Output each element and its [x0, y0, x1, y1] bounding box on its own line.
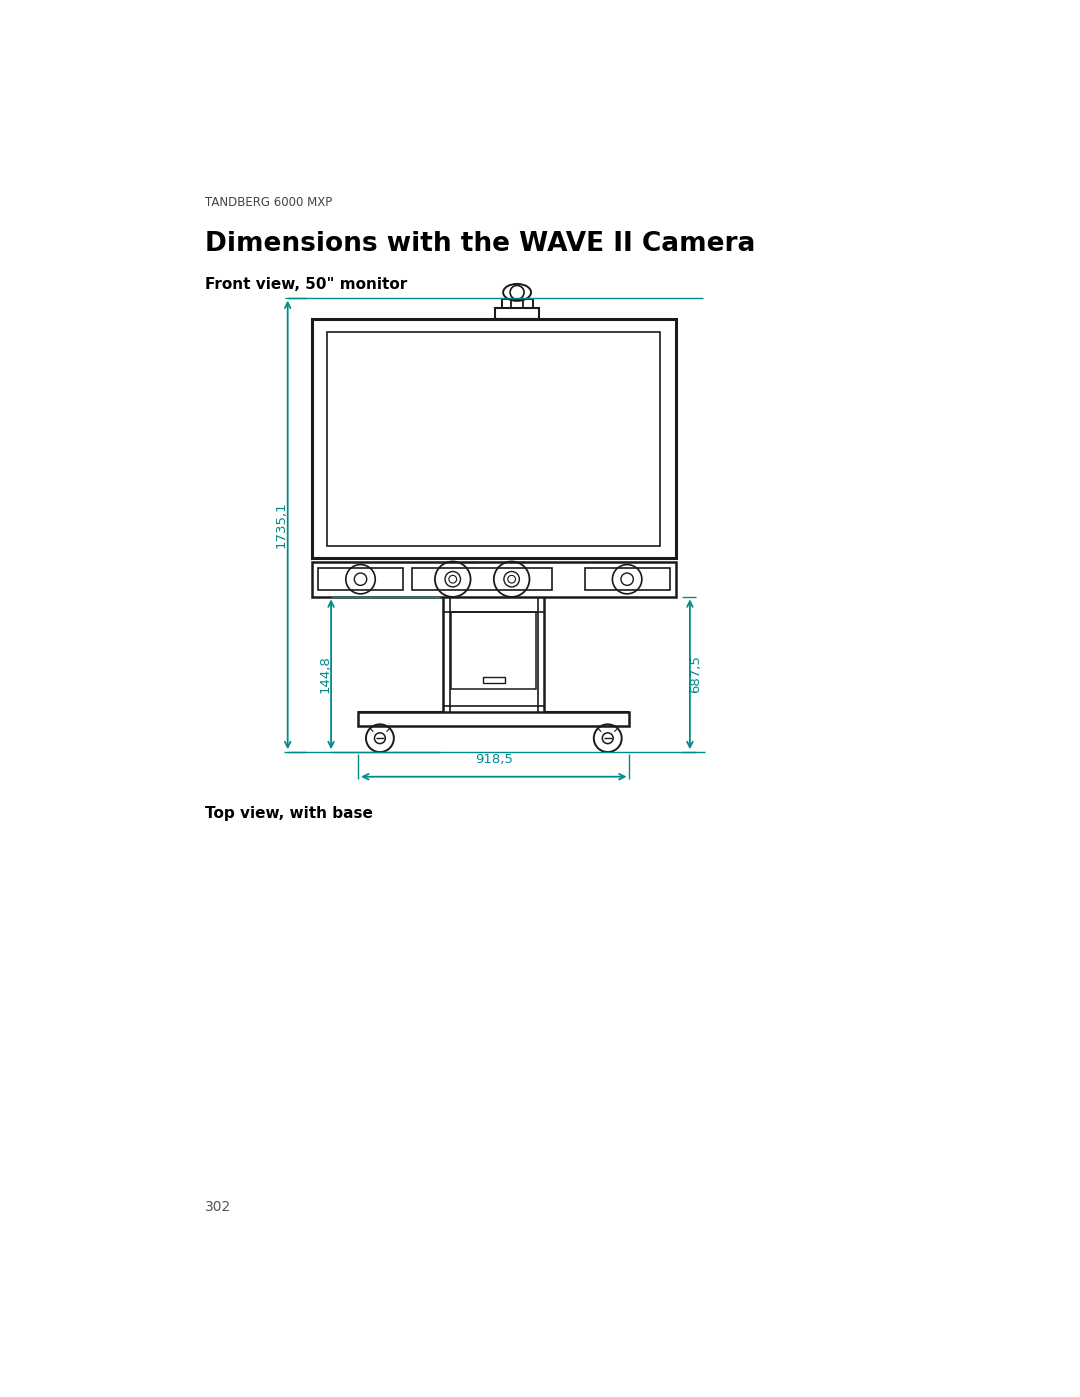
Text: Front view, 50" monitor: Front view, 50" monitor — [205, 277, 407, 292]
Text: 918,5: 918,5 — [475, 753, 513, 766]
Bar — [584, 569, 670, 591]
Text: TANDBERG 6000 MXP: TANDBERG 6000 MXP — [205, 196, 332, 210]
Bar — [312, 320, 676, 557]
Bar — [312, 562, 676, 597]
Bar — [413, 569, 552, 591]
Text: 302: 302 — [205, 1200, 231, 1214]
Bar — [451, 612, 537, 689]
Text: 1735,1: 1735,1 — [275, 502, 288, 548]
Bar — [359, 712, 630, 726]
Bar — [327, 331, 661, 546]
Bar — [501, 299, 532, 307]
Text: Dimensions with the WAVE II Camera: Dimensions with the WAVE II Camera — [205, 231, 755, 257]
Text: 144,8: 144,8 — [319, 655, 332, 693]
Bar — [496, 307, 539, 319]
Bar — [483, 678, 504, 683]
Bar — [318, 569, 403, 591]
Text: Top view, with base: Top view, with base — [205, 806, 373, 821]
Text: 687,5: 687,5 — [690, 655, 703, 693]
